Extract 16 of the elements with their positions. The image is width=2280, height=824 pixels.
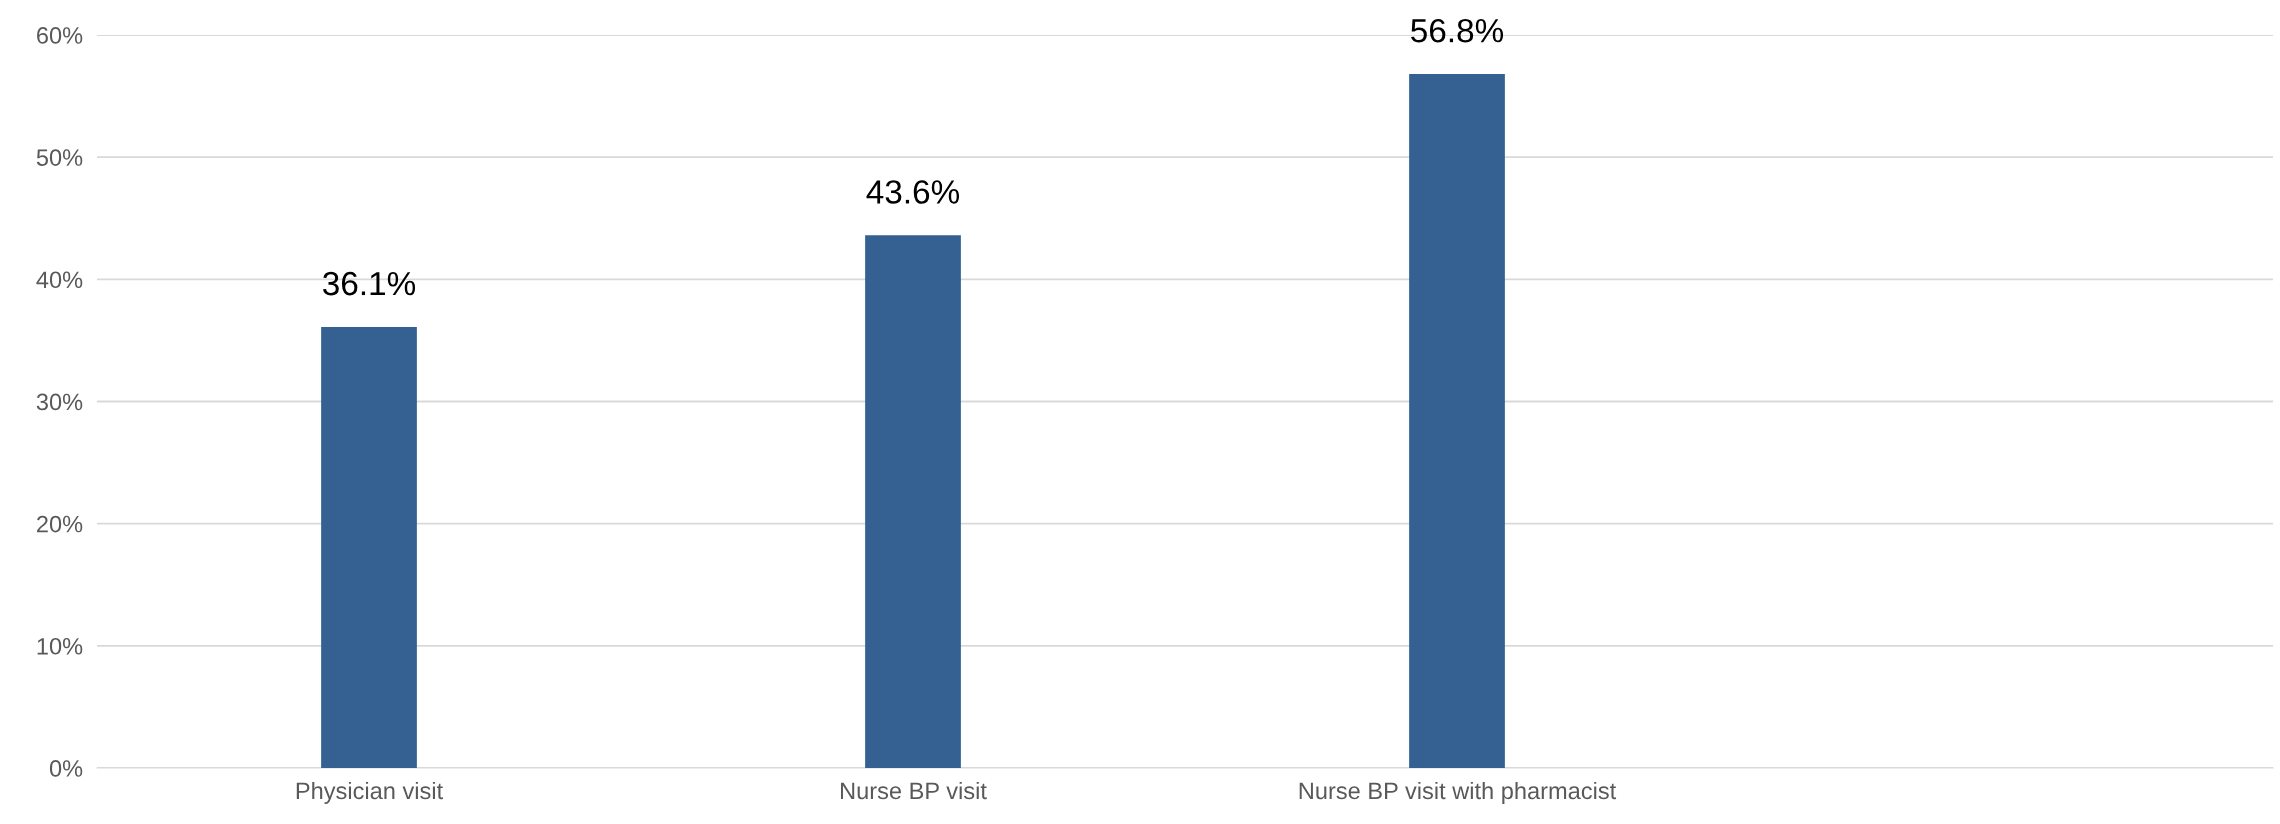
y-tick-label: 0% [49, 760, 83, 777]
y-tick-label: 20% [37, 515, 83, 533]
bar [1409, 74, 1505, 768]
bar [321, 326, 417, 768]
data-label: 43.6% [866, 180, 960, 204]
y-tick-label: 40% [36, 271, 83, 289]
y-tick-label: 30% [36, 393, 83, 411]
y-tick-label: 50% [36, 149, 83, 166]
y-tick-label: 10% [37, 637, 83, 655]
y-tick-label: 60% [37, 27, 83, 44]
x-tick-label: Nurse BP visit with pharmacist [1299, 781, 1617, 804]
data-label: 36.1% [323, 271, 416, 296]
data-label: 56.8% [1411, 18, 1504, 43]
bar [865, 235, 961, 768]
x-tick-label: Physician visit [296, 781, 443, 804]
x-tick-label: Nurse BP visit [841, 781, 987, 800]
